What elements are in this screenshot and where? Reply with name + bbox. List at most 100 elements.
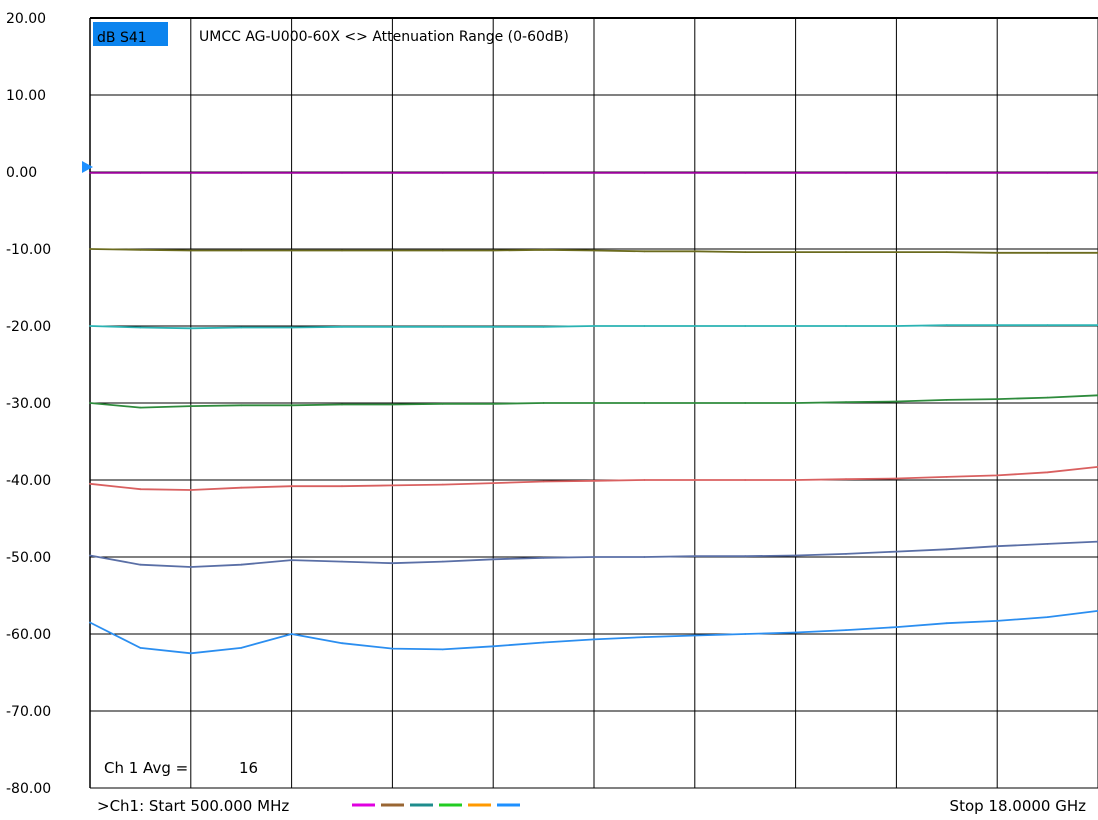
trace-point bbox=[189, 652, 192, 655]
trace-point bbox=[794, 251, 797, 254]
trace-point bbox=[1046, 171, 1049, 174]
trace-point bbox=[996, 324, 999, 327]
trace-point bbox=[1046, 543, 1049, 545]
trace-point bbox=[945, 622, 948, 625]
trace-point bbox=[593, 556, 595, 558]
trace-point bbox=[189, 566, 192, 568]
trace-point bbox=[693, 634, 696, 637]
trace-point bbox=[441, 648, 444, 651]
trace-point bbox=[1046, 471, 1049, 474]
trace-point bbox=[945, 476, 948, 478]
trace-point bbox=[290, 171, 293, 174]
y-axis-tick-labels: 20.00 10.00 0.00 -10.00 -20.00 -30.00 -40.00 -5… bbox=[6, 11, 51, 797]
trace-point bbox=[341, 560, 343, 563]
trace-point bbox=[643, 479, 646, 481]
trace-point bbox=[492, 402, 495, 405]
trace-point bbox=[139, 563, 142, 566]
trace-point bbox=[341, 403, 343, 406]
trace-point bbox=[845, 171, 847, 174]
trace-point bbox=[744, 633, 747, 635]
trace-point bbox=[593, 479, 595, 482]
trace-point bbox=[693, 555, 696, 558]
trace-point bbox=[139, 647, 142, 649]
trace-point bbox=[845, 251, 847, 254]
trace-point bbox=[895, 171, 898, 174]
trace-point bbox=[643, 636, 646, 638]
trace-point bbox=[744, 251, 747, 254]
trace-point bbox=[996, 251, 999, 254]
trace-point bbox=[89, 402, 91, 404]
trace-point bbox=[391, 325, 394, 328]
y-tick-label: -80.00 bbox=[6, 781, 51, 797]
trace-point bbox=[744, 555, 747, 558]
trace-point bbox=[895, 400, 898, 403]
trace-point bbox=[240, 171, 243, 174]
trace-point bbox=[895, 251, 898, 254]
trace-point bbox=[794, 479, 797, 481]
trace-point bbox=[290, 326, 293, 329]
trace-point bbox=[492, 558, 495, 561]
trace-point bbox=[391, 647, 394, 650]
avg-count: 16 bbox=[239, 759, 258, 777]
trace-point bbox=[895, 550, 898, 553]
y-tick-label: 10.00 bbox=[6, 88, 46, 104]
trace-point bbox=[441, 483, 444, 486]
trace-point bbox=[693, 325, 696, 327]
trace-point bbox=[189, 489, 192, 491]
measurement-label[interactable]: dB S41 bbox=[97, 30, 147, 46]
trace-point bbox=[996, 545, 999, 548]
trace-point bbox=[441, 402, 444, 405]
trace-point bbox=[845, 401, 847, 404]
trace-group bbox=[89, 171, 1098, 655]
trace-point bbox=[1046, 324, 1049, 327]
trace-point bbox=[391, 403, 394, 406]
y-tick-label: -30.00 bbox=[6, 396, 51, 412]
trace-point bbox=[542, 556, 545, 559]
trace-point bbox=[895, 477, 898, 480]
trace-point bbox=[89, 171, 91, 174]
trace-point bbox=[593, 249, 595, 252]
trace-point bbox=[441, 325, 444, 328]
trace-point bbox=[744, 171, 747, 174]
y-tick-label: -10.00 bbox=[6, 242, 51, 258]
trace-point bbox=[996, 171, 999, 174]
trace-point bbox=[744, 402, 747, 404]
chart-title: UMCC AG-U000-60X <> Attenuation Range (0… bbox=[199, 29, 569, 45]
reference-level-marker-icon[interactable] bbox=[82, 161, 93, 173]
trace-point bbox=[89, 325, 91, 327]
trace-point bbox=[290, 559, 293, 561]
trace-point bbox=[139, 171, 142, 174]
trace-point bbox=[542, 641, 545, 644]
y-tick-label: 0.00 bbox=[6, 165, 37, 181]
trace-point bbox=[492, 171, 495, 174]
trace-point bbox=[139, 326, 142, 329]
trace-point bbox=[441, 560, 444, 563]
trace-point bbox=[492, 249, 495, 252]
trace-point bbox=[593, 638, 595, 641]
trace-point bbox=[290, 249, 293, 252]
trace-point bbox=[290, 633, 293, 635]
trace-point bbox=[542, 325, 545, 328]
trace-point bbox=[341, 642, 343, 645]
trace-point bbox=[391, 562, 394, 565]
trace-point bbox=[1046, 396, 1049, 399]
trace-point bbox=[89, 621, 91, 624]
trace-point bbox=[643, 250, 646, 253]
trace-point bbox=[593, 402, 595, 404]
trace-point bbox=[341, 171, 343, 174]
trace-point bbox=[744, 479, 747, 481]
measurement-highlight bbox=[93, 22, 168, 46]
trace-point bbox=[945, 251, 948, 254]
trace-point bbox=[845, 478, 847, 481]
start-frequency: >Ch1: Start 500.000 MHz bbox=[97, 797, 289, 815]
y-tick-label: -70.00 bbox=[6, 704, 51, 720]
trace-point bbox=[89, 554, 91, 557]
trace-point bbox=[441, 249, 444, 252]
trace-point bbox=[845, 553, 847, 555]
trace-point bbox=[643, 402, 646, 404]
trace-point bbox=[341, 325, 343, 328]
trace-point bbox=[845, 325, 847, 327]
avg-label: Ch 1 Avg = bbox=[104, 759, 188, 777]
